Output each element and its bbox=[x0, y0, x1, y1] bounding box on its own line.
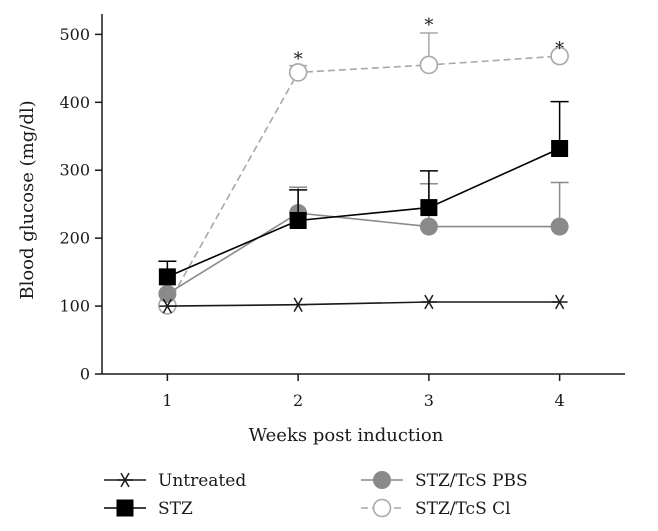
legend-item: STZ/TcS Cl bbox=[361, 498, 511, 519]
data-point bbox=[288, 63, 308, 82]
legend-label: STZ/TcS Cl bbox=[415, 499, 511, 519]
data-point bbox=[419, 217, 438, 236]
series-line bbox=[167, 301, 560, 307]
y-tick-label: 100 bbox=[59, 297, 90, 316]
asterisk-stroke bbox=[162, 298, 173, 314]
legend-label: Untreated bbox=[158, 471, 246, 491]
data-point bbox=[158, 268, 176, 286]
annotation-layer: * * * bbox=[294, 15, 565, 70]
data-point bbox=[159, 298, 176, 314]
legend-marker bbox=[117, 472, 133, 488]
significance-marker: * bbox=[555, 39, 564, 60]
data-point bbox=[550, 217, 569, 236]
data-point bbox=[290, 297, 307, 313]
legend-marker bbox=[372, 498, 392, 518]
asterisk-stroke bbox=[120, 472, 130, 488]
x-tick-label: 1 bbox=[162, 391, 172, 410]
y-tick-label: 300 bbox=[59, 161, 90, 180]
legend-item: STZ/TcS PBS bbox=[361, 471, 528, 491]
y-tick-label: 200 bbox=[59, 229, 90, 248]
asterisk-stroke bbox=[293, 297, 303, 313]
data-point bbox=[550, 46, 569, 66]
asterisk-stroke bbox=[554, 294, 565, 310]
series-layer bbox=[158, 32, 569, 315]
y-axis-label: Blood glucose (mg/dl) bbox=[17, 100, 38, 299]
axes: 0 100 200 300 400 500 1 2 3 4 bbox=[59, 14, 625, 410]
asterisk-stroke bbox=[424, 294, 434, 310]
y-tick-label: 400 bbox=[59, 93, 90, 112]
series-stz-tcs-pbs bbox=[158, 181, 569, 303]
legend-marker bbox=[373, 471, 391, 489]
series-stz-tcs-cl bbox=[158, 32, 569, 315]
y-tick-label: 500 bbox=[59, 25, 90, 44]
series-untreated bbox=[159, 294, 568, 314]
significance-marker: * bbox=[424, 15, 433, 36]
data-point bbox=[420, 294, 437, 310]
data-point bbox=[551, 139, 569, 157]
data-point bbox=[419, 55, 439, 75]
legend: Untreated STZ STZ/TcS PBS STZ/TcS Cl bbox=[104, 471, 528, 519]
legend-item: STZ bbox=[104, 499, 193, 519]
legend-label: STZ bbox=[158, 499, 193, 519]
series-line bbox=[166, 55, 560, 306]
legend-item: Untreated bbox=[104, 471, 246, 491]
legend-marker bbox=[116, 499, 134, 517]
x-axis-label: Weeks post induction bbox=[249, 425, 444, 446]
data-point bbox=[551, 294, 568, 310]
data-point bbox=[289, 211, 307, 229]
x-tick-label: 2 bbox=[293, 391, 303, 410]
significance-marker: * bbox=[294, 49, 303, 70]
series-stz bbox=[158, 100, 569, 286]
legend-label: STZ/TcS PBS bbox=[415, 471, 528, 491]
data-point bbox=[420, 199, 438, 217]
y-tick-label: 0 bbox=[80, 365, 90, 384]
x-tick-label: 4 bbox=[555, 391, 565, 410]
series-line bbox=[167, 147, 560, 278]
series-line bbox=[166, 212, 560, 295]
x-tick-label: 3 bbox=[424, 391, 434, 410]
data-point bbox=[158, 284, 177, 303]
